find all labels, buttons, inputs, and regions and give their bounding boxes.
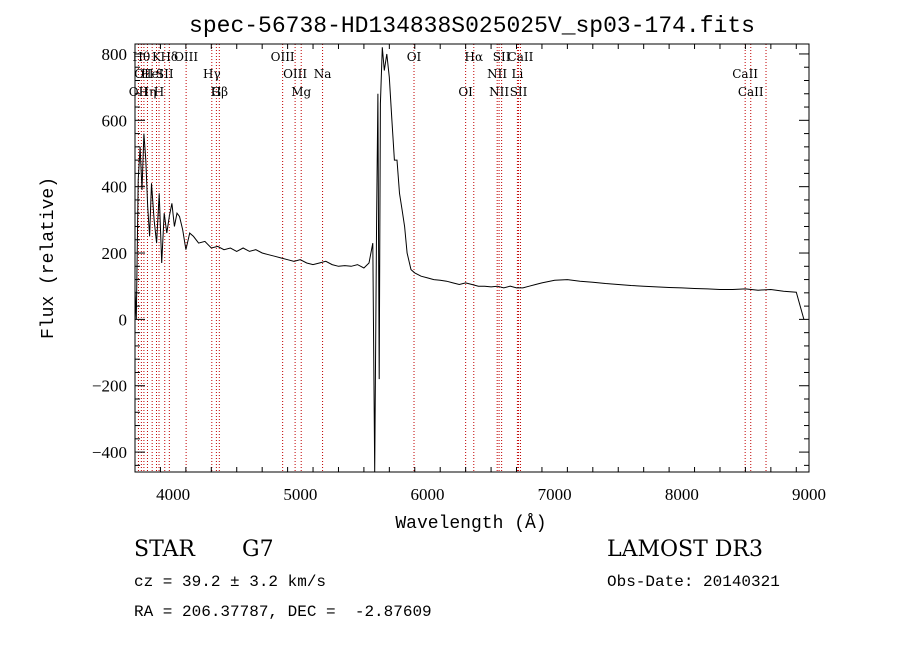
spectrum-line [134,47,805,473]
line-marker-label: G [212,85,222,99]
chart-title: spec-56738-HD134838S025025V_sp03-174.fit… [189,13,755,39]
object-class: STAR [134,537,195,562]
plot-frame [134,43,810,473]
line-marker-label: OII [134,67,154,81]
line-marker-label: HeI [141,67,164,81]
y-tick-label: 400 [102,178,128,197]
line-marker-label: K [152,50,162,64]
line-marker-label: Hγ [203,67,221,81]
y-axis-label: Flux (relative) [39,177,59,339]
line-marker-label: OIII [174,50,198,64]
x-tick-label: 8000 [665,485,699,504]
coordinates: RA = 206.37787, DEC = -2.87609 [134,603,432,621]
line-marker-label: Hα [464,50,483,64]
y-tick-label: 200 [102,244,128,263]
y-tick-label: 600 [102,111,128,130]
x-axis-label: Wavelength (Å) [395,513,546,534]
line-marker-label: NII [489,85,509,99]
line-marker-labels: OIIHθOIIHηHeIKHSIIHδOIIIHγGHβOIIIOIIIMgN… [129,50,764,99]
line-marker-label: Li [511,67,523,81]
line-marker-label: CaII [732,67,758,81]
x-tick-label: 5000 [283,485,317,504]
axis-ticks [134,44,809,472]
object-subclass: G7 [242,537,274,562]
observation-date: Obs-Date: 20140321 [607,573,780,591]
line-marker-label: Hη [139,85,157,99]
x-tick-label: 6000 [410,485,444,504]
line-marker-label: OI [458,85,473,99]
line-marker-label: OII [129,85,149,99]
line-marker-label: H [154,85,164,99]
line-marker-label: Hδ [160,50,178,64]
y-tick-label: 0 [119,310,128,329]
y-tick-label: 800 [102,45,128,64]
y-tick-label: −200 [92,377,127,396]
x-tick-label: 9000 [792,485,826,504]
y-tick-label: −400 [92,443,127,462]
line-marker-label: Mg [291,85,311,99]
line-marker-label: SII [493,50,511,64]
line-marker-label: OIII [271,50,295,64]
x-tick-label: 4000 [156,485,190,504]
line-marker-label: SII [156,67,174,81]
line-marker-label: NII [487,67,507,81]
line-marker-label: OIII [283,67,307,81]
line-marker-label: SII [510,85,528,99]
line-marker-label: CaII [738,85,764,99]
line-marker-label: OI [407,50,422,64]
axis-tick-labels: 4000 5000 6000 7000 8000 9000 −400 −200 0 200 400 6… [92,45,826,504]
survey-name: LAMOST DR3 [607,537,763,562]
line-markers [137,44,767,472]
x-tick-label: 7000 [538,485,572,504]
redshift-cz: cz = 39.2 ± 3.2 km/s [134,573,327,591]
line-marker-label: Na [314,67,332,81]
line-marker-label: CaII [508,50,534,64]
line-marker-label: Hβ [211,85,228,99]
